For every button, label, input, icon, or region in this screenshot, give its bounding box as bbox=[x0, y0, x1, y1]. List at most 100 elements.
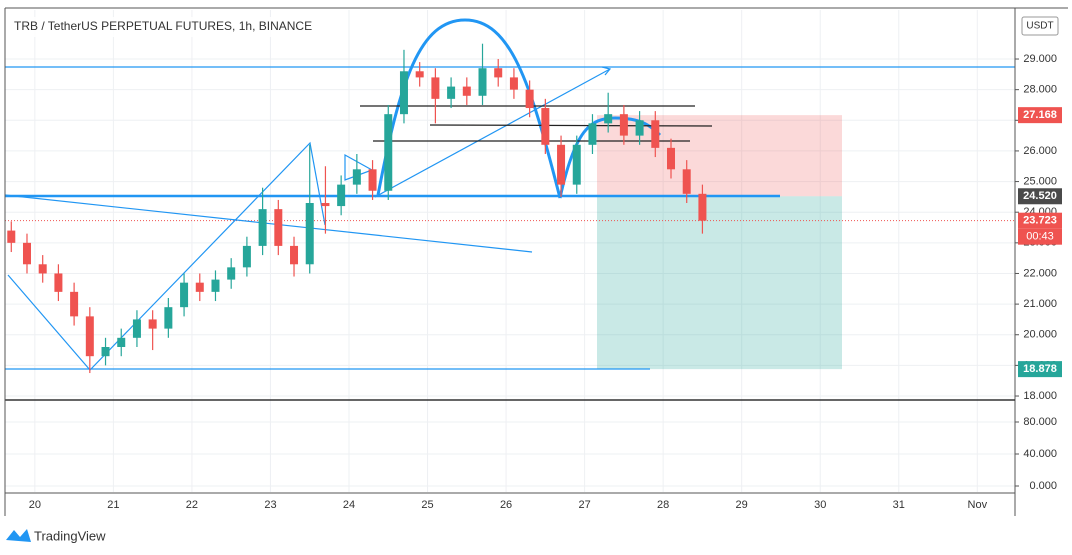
x-tick-label: 27 bbox=[578, 499, 590, 511]
arrow-line bbox=[374, 68, 611, 198]
currency-box[interactable] bbox=[1021, 16, 1059, 36]
countdown: 00:43 bbox=[1026, 231, 1054, 243]
y-tick-label: 28.000 bbox=[1023, 84, 1057, 96]
branding: TradingView bbox=[6, 528, 106, 543]
x-tick-label: 20 bbox=[29, 499, 41, 511]
y-tick-label: 18.000 bbox=[1023, 390, 1057, 402]
y-tick-label: 26.000 bbox=[1023, 145, 1057, 157]
candle-body bbox=[572, 144, 581, 185]
candle-body bbox=[274, 209, 283, 246]
candle-body bbox=[509, 77, 518, 90]
candle-body bbox=[541, 108, 550, 145]
candle-body bbox=[431, 77, 440, 99]
level-line bbox=[429, 124, 713, 127]
candle-body bbox=[148, 319, 157, 329]
candle-body bbox=[195, 282, 204, 292]
candle-body bbox=[635, 120, 644, 136]
x-tick-label: 29 bbox=[736, 499, 748, 511]
y-tick-label: 29.000 bbox=[1023, 53, 1057, 65]
y-tick-label: 21.000 bbox=[1023, 298, 1057, 310]
x-tick-label: 31 bbox=[893, 499, 905, 511]
candle-body bbox=[54, 273, 63, 292]
y-tick-label: 22.000 bbox=[1023, 267, 1057, 279]
candle-body bbox=[22, 242, 31, 265]
x-tick-label: 28 bbox=[657, 499, 669, 511]
candle-body bbox=[7, 230, 16, 243]
title-bg bbox=[8, 17, 313, 37]
x-tick-label: 21 bbox=[107, 499, 119, 511]
candle-body bbox=[305, 203, 314, 265]
price-label-bg bbox=[1018, 361, 1062, 378]
candle-body bbox=[557, 144, 566, 185]
x-tick-label: 25 bbox=[421, 499, 433, 511]
price-label-bg bbox=[1018, 188, 1062, 205]
position-tool bbox=[5, 115, 1015, 370]
price-label: 24.520 bbox=[1023, 190, 1057, 202]
candle-body bbox=[604, 114, 613, 124]
candle-body bbox=[698, 193, 707, 221]
price-label: 23.723 bbox=[1023, 215, 1057, 227]
currency: USDT bbox=[1026, 21, 1053, 32]
candle-body bbox=[368, 169, 377, 191]
candle-body bbox=[399, 71, 408, 115]
candle-body bbox=[447, 86, 456, 99]
price-label-bg bbox=[1018, 107, 1062, 124]
candle-body bbox=[164, 307, 173, 329]
y2-tick-label: 40.000 bbox=[1023, 448, 1057, 460]
candle-body bbox=[180, 282, 189, 308]
axis-labels: 202122232425262728293031Nov18.00019.0002… bbox=[29, 53, 1062, 511]
candle-body bbox=[70, 291, 79, 317]
candle-body bbox=[290, 245, 299, 265]
chart-title: TRB / TetherUS PERPETUAL FUTURES, 1h, BI… bbox=[14, 19, 312, 33]
candle-body bbox=[651, 120, 660, 148]
trend-line bbox=[7, 141, 326, 371]
grid-layer bbox=[5, 10, 1015, 492]
candle-body bbox=[525, 89, 534, 109]
x-tick-label: 24 bbox=[343, 499, 355, 511]
watermark: TradingView bbox=[34, 528, 106, 543]
candle-body bbox=[132, 319, 141, 338]
countdown-bg bbox=[1018, 228, 1062, 245]
trend-line bbox=[4, 194, 533, 253]
arrow-head bbox=[601, 66, 612, 76]
candle-body bbox=[415, 71, 424, 78]
x-tick-label: 22 bbox=[186, 499, 198, 511]
candle-body bbox=[337, 184, 346, 207]
candle-body bbox=[321, 203, 330, 207]
candle-body bbox=[258, 209, 267, 246]
x-tick-label: 23 bbox=[264, 499, 276, 511]
target-zone bbox=[597, 196, 842, 370]
cup-arc bbox=[376, 18, 562, 199]
candle-body bbox=[227, 267, 236, 280]
candle-body bbox=[211, 279, 220, 292]
y2-tick-label: 0.000 bbox=[1029, 480, 1057, 492]
candle-body bbox=[117, 337, 126, 347]
candle-body bbox=[384, 114, 393, 191]
candle-body bbox=[38, 264, 47, 274]
y-tick-label: 25.000 bbox=[1023, 175, 1057, 187]
candle-body bbox=[101, 346, 110, 357]
candle-body bbox=[494, 68, 503, 78]
candle-body bbox=[588, 123, 597, 145]
candle-body bbox=[619, 114, 628, 136]
price-label: 27.168 bbox=[1023, 109, 1057, 121]
x-tick-label: 30 bbox=[814, 499, 826, 511]
candle-body bbox=[242, 245, 251, 268]
y-tick-label: 20.000 bbox=[1023, 329, 1057, 341]
logo bbox=[6, 529, 31, 542]
x-tick-label: 26 bbox=[500, 499, 512, 511]
candles bbox=[7, 43, 707, 374]
candle-body bbox=[667, 147, 676, 170]
price-label: 18.878 bbox=[1023, 363, 1057, 375]
candle-body bbox=[85, 316, 94, 357]
candle-body bbox=[478, 68, 487, 96]
candle-body bbox=[462, 86, 471, 96]
y2-tick-label: 80.000 bbox=[1023, 416, 1057, 428]
price-label-bg bbox=[1018, 212, 1062, 229]
stop-zone bbox=[597, 115, 842, 197]
x-tick-label: Nov bbox=[968, 499, 988, 511]
candle-body bbox=[682, 169, 691, 194]
